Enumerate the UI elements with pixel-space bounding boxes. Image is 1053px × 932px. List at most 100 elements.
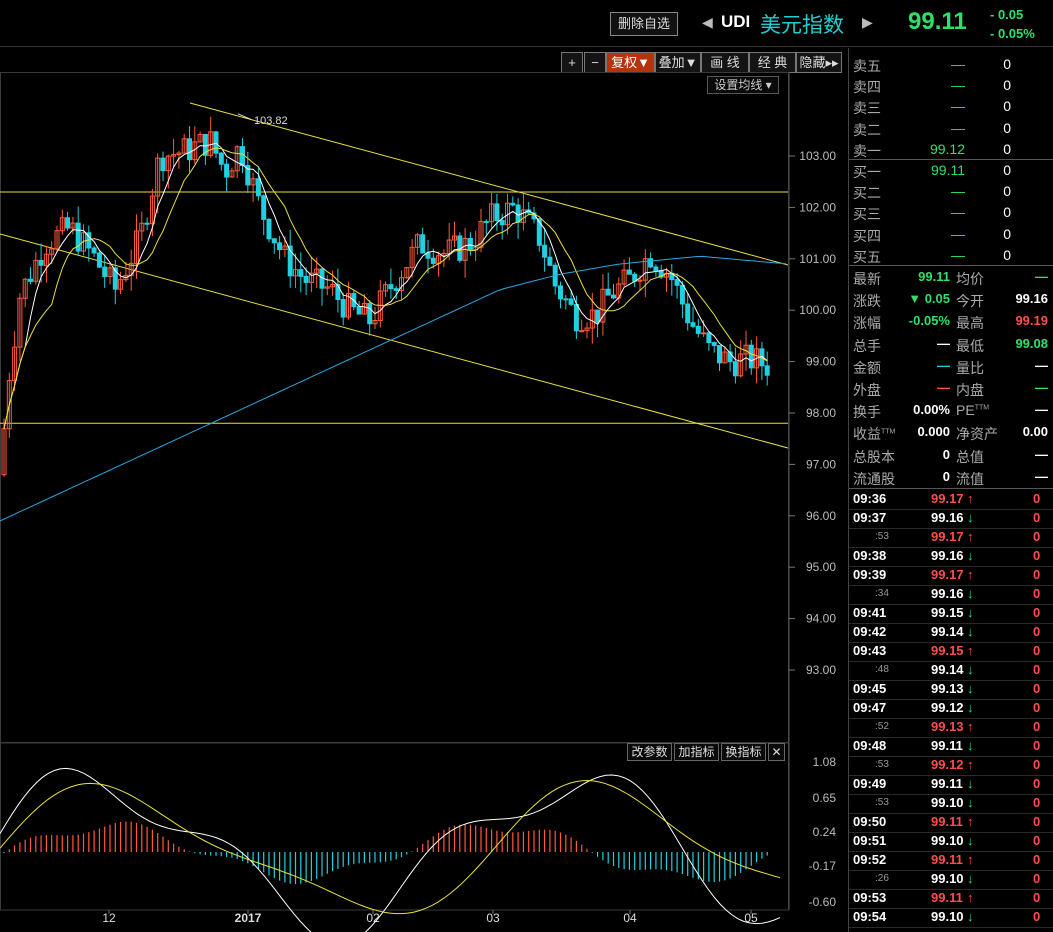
candle-down [335,284,341,300]
price-change-pct: - 0.05% [990,26,1035,41]
tick-price: 99.11 [931,738,963,753]
stat-value: -0.05% [908,313,950,329]
tick-time: 09:49 [853,776,887,791]
overlay-dropdown[interactable]: 叠加▼ [655,52,701,73]
symbol-name: 美元指数 [760,14,844,37]
candle-up [414,234,420,248]
tick-row: 09:39 99.17 ↑ 0 [849,566,1053,586]
tick-row: 09:52 99.11 ↑ 0 [849,851,1053,871]
order-book-volume: 0 [1003,77,1011,94]
order-book-price: — [951,98,965,115]
candle-down [213,131,219,154]
last-price: 99.11 [908,8,967,35]
kline-chart[interactable]: 103.82 103.00 102.00 101.00 100.00 99.00 98.0… [0,72,846,932]
classic-button[interactable]: 经 典 [749,52,796,73]
candle-up [81,232,86,252]
stat-value: 0 [942,468,950,484]
tick-price: 99.10 [931,871,964,886]
ask-label: 卖三 [853,100,881,117]
stat-label: 涨幅 [853,315,881,332]
price-axis-label: 96.00 [806,509,836,523]
candle-down [563,298,569,301]
candle-down [96,252,102,268]
candle-up [346,293,351,318]
tick-volume: 0 [1033,909,1041,924]
order-book-row: 卖一 99.12 0 [849,139,1053,160]
candle-up [208,131,214,156]
candle-up [197,133,203,143]
candle-down [626,269,632,275]
candle-up [637,279,643,282]
tick-volume: 0 [1033,586,1041,601]
candle-up [22,278,28,299]
tick-down-arrow-icon: ↓ [967,510,974,525]
stat-label: 最低 [956,337,984,354]
tick-row: 09:43 99.15 ↑ 0 [849,642,1053,662]
tick-time: :34 [875,588,889,599]
tick-volume: 0 [1033,567,1041,582]
macd-dif-line [0,767,781,932]
bid-label: 买五 [853,248,881,265]
tick-price: 99.17 [931,491,964,506]
tick-up-arrow-icon: ↑ [967,814,974,829]
stat-label: 最高 [956,315,984,332]
zoom-out-button[interactable]: − [584,52,606,73]
candle-down [245,164,251,186]
candle-down [679,284,685,305]
tick-down-arrow-icon: ↓ [967,776,974,791]
candle-down [91,247,97,254]
order-book-volume: 0 [1003,119,1011,136]
tick-price: 99.11 [931,852,963,867]
macd-axis-label: -0.60 [809,895,837,909]
candle-down [277,242,283,251]
macd-axis-label: 0.65 [813,791,837,805]
candle-up [134,230,139,264]
tick-time: :52 [875,721,889,732]
zoom-in-button[interactable]: + [561,52,583,73]
tick-price: 99.10 [931,833,964,848]
remove-watchlist-button[interactable]: 删除自选 [610,12,678,36]
stat-row: 最新 99.11 均价 — [849,267,1053,288]
candle-down [38,259,44,266]
price-change: - 0.05 [990,7,1024,22]
candle-down [695,325,701,334]
adjust-rights-dropdown[interactable]: 复权▼ [606,52,655,73]
ask-label: 卖五 [853,58,881,74]
order-book-price: — [951,246,965,263]
candle-up [701,332,707,335]
tick-time: 09:52 [853,852,887,867]
order-book-price: 99.12 [929,140,965,157]
order-book-row: 买一 99.11 0 [849,160,1053,181]
tick-down-arrow-icon: ↓ [967,662,974,677]
candle-down [224,163,230,178]
switch-indicator-button[interactable]: 换指标 [721,743,766,761]
candle-down [367,302,373,325]
draw-line-button[interactable]: 画 线 [701,52,749,73]
close-indicator-icon[interactable]: ✕ [768,743,785,761]
candle-up [722,351,728,364]
tick-price: 99.14 [931,662,964,677]
tick-time: 09:51 [853,833,887,848]
order-book-volume: 0 [1003,225,1011,242]
tick-volume: 0 [1033,890,1041,905]
tick-row: 09:54 99.10 ↓ 0 [849,908,1053,928]
add-indicator-button[interactable]: 加指标 [674,743,719,761]
candle-down [388,284,394,290]
price-axis-label: 94.00 [806,612,836,626]
prev-symbol-icon[interactable]: ◀ [702,14,713,30]
tick-price: 99.16 [931,510,964,525]
tick-row: 09:38 99.16 ↓ 0 [849,547,1053,567]
ma-settings-dropdown[interactable]: 设置均线 ▾ [707,76,779,94]
candle-up [489,203,495,223]
next-symbol-icon[interactable]: ▶ [862,14,873,30]
candle-down [287,245,293,277]
candle-up [446,239,452,254]
change-params-button[interactable]: 改参数 [627,743,672,761]
stat-label: 今开 [956,293,984,310]
tick-row: 09:48 99.11 ↓ 0 [849,737,1053,757]
tick-volume: 0 [1033,852,1041,867]
tick-time: 09:37 [853,510,887,525]
hide-panel-button[interactable]: 隐藏▸▸ [796,52,842,73]
symbol-code: UDI [721,12,751,31]
tick-price: 99.11 [931,890,963,905]
